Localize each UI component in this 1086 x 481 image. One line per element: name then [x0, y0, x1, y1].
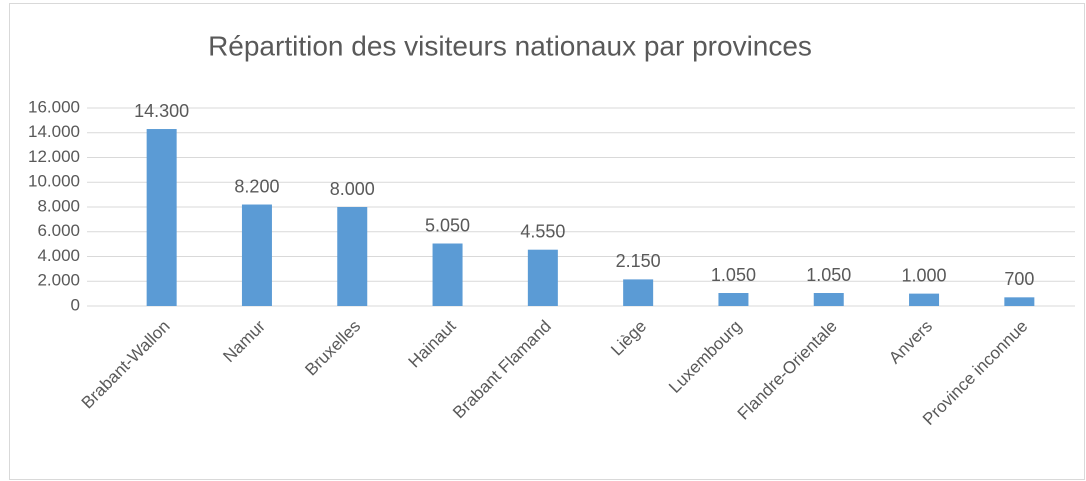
data-label: 1.000 — [902, 265, 947, 285]
chart-border — [9, 3, 1085, 480]
bar — [718, 293, 749, 306]
chart-title: Répartition des visiteurs nationaux par … — [208, 30, 812, 61]
y-tick-label: 2.000 — [37, 271, 80, 290]
data-label: 1.050 — [711, 265, 756, 285]
data-label: 2.150 — [616, 251, 661, 271]
data-label: 1.050 — [806, 265, 851, 285]
data-label: 700 — [1004, 269, 1034, 289]
data-label: 4.550 — [520, 221, 565, 241]
y-tick-label: 0 — [71, 295, 80, 314]
bar — [146, 129, 177, 306]
data-label: 14.300 — [134, 101, 189, 121]
data-label: 5.050 — [425, 215, 470, 235]
bar — [623, 279, 654, 306]
data-label: 8.200 — [234, 176, 279, 196]
y-tick-label: 12.000 — [28, 147, 80, 166]
y-tick-label: 8.000 — [37, 196, 80, 215]
y-tick-label: 16.000 — [28, 97, 80, 116]
bar — [527, 249, 558, 306]
y-tick-label: 14.000 — [28, 122, 80, 141]
bar — [241, 204, 272, 306]
data-label: 8.000 — [330, 179, 375, 199]
bar — [432, 243, 463, 306]
bar — [1004, 297, 1035, 306]
bar — [337, 207, 368, 306]
bar — [909, 293, 940, 306]
bar — [813, 293, 844, 306]
y-tick-label: 6.000 — [37, 221, 80, 240]
y-tick-label: 4.000 — [37, 246, 80, 265]
y-tick-label: 10.000 — [28, 172, 80, 191]
